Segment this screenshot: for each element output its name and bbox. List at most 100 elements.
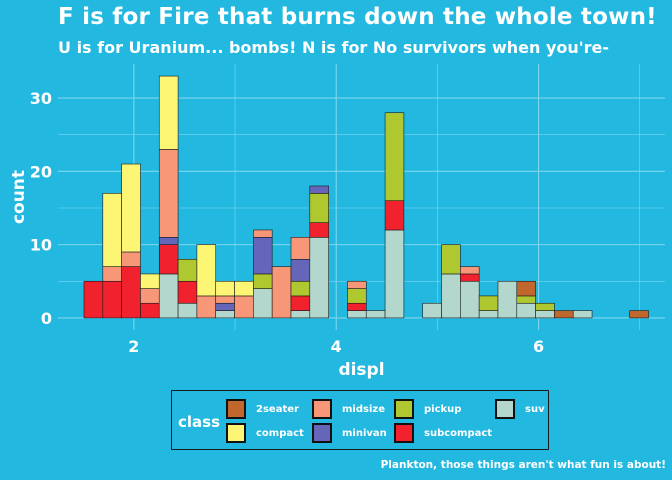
bar-subcompact bbox=[102, 280, 122, 319]
bar-minivan bbox=[215, 302, 235, 311]
bar-pickup bbox=[535, 302, 555, 311]
legend-label-minivan: minivan bbox=[342, 427, 387, 439]
legend-item-compact: compact bbox=[226, 423, 304, 443]
legend: class 2seater compact midsize minivan pi… bbox=[171, 390, 549, 450]
legend-label-midsize: midsize bbox=[342, 403, 385, 415]
legend-item-pickup: pickup bbox=[394, 399, 461, 419]
legend-item-suv: suv bbox=[495, 399, 545, 419]
legend-item-subcompact: subcompact bbox=[394, 423, 492, 443]
bar-suv bbox=[158, 273, 179, 319]
bar-minivan bbox=[309, 185, 329, 194]
bar-pickup bbox=[441, 244, 461, 275]
bar-midsize bbox=[271, 266, 292, 319]
legend-key-2seater bbox=[226, 399, 246, 419]
bar-compact bbox=[234, 280, 254, 297]
bar-compact bbox=[215, 280, 235, 297]
bar-pickup bbox=[478, 295, 499, 311]
bar-suv bbox=[572, 310, 593, 319]
bar-pickup bbox=[177, 258, 198, 282]
bar-midsize bbox=[158, 149, 179, 238]
legend-key-subcompact bbox=[394, 423, 414, 443]
legend-label-suv: suv bbox=[525, 403, 545, 415]
bar-subcompact bbox=[121, 266, 141, 319]
bar-suv bbox=[177, 302, 198, 319]
legend-item-minivan: minivan bbox=[312, 423, 387, 443]
legend-key-midsize bbox=[312, 399, 332, 419]
legend-item-midsize: midsize bbox=[312, 399, 385, 419]
bar-compact bbox=[140, 273, 160, 289]
y-axis-title: count bbox=[9, 170, 29, 224]
bar-midsize bbox=[196, 295, 217, 319]
bar-suv bbox=[460, 280, 480, 319]
legend-label-pickup: pickup bbox=[424, 403, 462, 415]
bar-suv bbox=[253, 288, 273, 319]
bar-midsize bbox=[140, 288, 160, 304]
x-axis-title: displ bbox=[338, 360, 384, 380]
bar-minivan bbox=[158, 237, 179, 245]
y-tick-label: 0 bbox=[41, 309, 52, 328]
bar-suv bbox=[478, 310, 499, 319]
bar-subcompact bbox=[309, 222, 329, 238]
y-tick-label: 20 bbox=[30, 162, 52, 181]
bar-pickup bbox=[309, 193, 329, 223]
axes: 0 10 20 30 2 4 6 displ count bbox=[9, 89, 544, 380]
bar-suv bbox=[215, 310, 235, 319]
bar-subcompact bbox=[177, 280, 198, 304]
bar-suv bbox=[441, 273, 461, 319]
bar-subcompact bbox=[460, 273, 480, 282]
bar-midsize bbox=[290, 237, 311, 260]
bar-compact bbox=[121, 163, 141, 253]
bar-subcompact bbox=[290, 295, 311, 311]
chart-subtitle: U is for Uranium... bombs! N is for No s… bbox=[58, 38, 610, 57]
bar-midsize bbox=[460, 266, 480, 275]
bar-2seater bbox=[554, 310, 574, 319]
legend-label-subcompact: subcompact bbox=[424, 427, 493, 439]
bar-pickup bbox=[384, 112, 405, 201]
legend-key-suv bbox=[495, 399, 515, 419]
bar-minivan bbox=[290, 258, 311, 282]
x-tick-label: 2 bbox=[128, 337, 139, 356]
bar-suv bbox=[384, 229, 405, 319]
bar-midsize bbox=[347, 280, 367, 289]
bar-2seater bbox=[629, 310, 649, 319]
chart-title: F is for Fire that burns down the whole … bbox=[58, 4, 657, 30]
bar-midsize bbox=[215, 295, 235, 304]
bar-pickup bbox=[516, 295, 536, 304]
bar-midsize bbox=[234, 295, 254, 319]
bar-suv bbox=[347, 310, 367, 319]
bar-subcompact bbox=[83, 280, 104, 319]
x-tick-label: 6 bbox=[533, 337, 544, 356]
bar-subcompact bbox=[140, 302, 160, 319]
legend-title: class bbox=[178, 413, 221, 431]
bar-suv bbox=[290, 310, 311, 319]
y-tick-label: 30 bbox=[30, 89, 52, 108]
bar-midsize bbox=[121, 251, 141, 267]
legend-label-compact: compact bbox=[256, 427, 304, 439]
bar-compact bbox=[102, 193, 122, 267]
bar-subcompact bbox=[384, 200, 405, 231]
bar-compact bbox=[158, 75, 179, 150]
legend-key-compact bbox=[226, 423, 246, 443]
legend-item-2seater: 2seater bbox=[226, 399, 299, 419]
bar-minivan bbox=[253, 237, 273, 275]
legend-key-minivan bbox=[312, 423, 332, 443]
bar-suv bbox=[422, 302, 442, 319]
y-tick-label: 10 bbox=[30, 236, 52, 255]
bar-midsize bbox=[102, 266, 122, 282]
bar-suv bbox=[309, 237, 329, 319]
bar-midsize bbox=[253, 229, 273, 238]
legend-key-pickup bbox=[394, 399, 414, 419]
chart-caption: Plankton, those things aren't what fun i… bbox=[380, 459, 666, 471]
bar-2seater bbox=[516, 280, 536, 297]
bar-suv bbox=[497, 280, 518, 319]
bar-pickup bbox=[290, 280, 311, 297]
bar-subcompact bbox=[347, 302, 367, 311]
bar-pickup bbox=[253, 273, 273, 289]
bars bbox=[83, 75, 649, 319]
legend-label-2seater: 2seater bbox=[256, 403, 299, 415]
bar-compact bbox=[196, 244, 217, 297]
bar-suv bbox=[535, 310, 555, 319]
bar-pickup bbox=[347, 288, 367, 304]
x-tick-label: 4 bbox=[331, 337, 342, 356]
